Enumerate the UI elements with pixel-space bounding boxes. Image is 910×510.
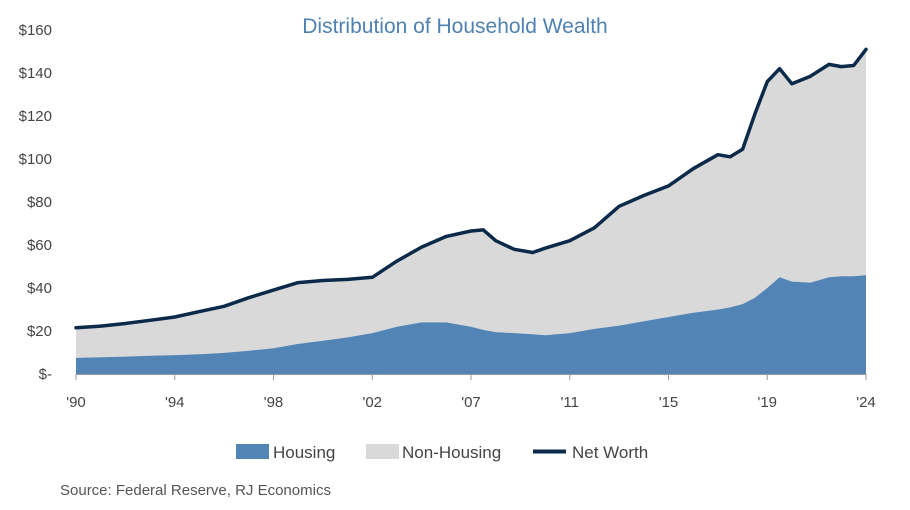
axes: $- $20 $40 $60 $80 $100 $120 $140 $160 '90 '94 '98 '… — [19, 22, 876, 411]
non-housing-area — [76, 49, 866, 358]
y-tick-label: $60 — [27, 237, 52, 254]
y-tick-label: $120 — [19, 108, 52, 125]
legend-swatch-housing — [236, 444, 269, 459]
x-tick-label: '11 — [561, 394, 579, 411]
source-note: Source: Federal Reserve, RJ Economics — [60, 482, 331, 499]
x-tick-label: '19 — [757, 394, 777, 411]
y-tick-label: $- — [39, 366, 52, 383]
housing-area — [76, 275, 866, 374]
x-tick-label: '24 — [856, 394, 876, 411]
legend-swatch-non-housing — [366, 444, 399, 459]
y-tick-label: $40 — [27, 280, 52, 297]
x-tick-label: '94 — [165, 394, 185, 411]
x-tick-label: '02 — [362, 394, 382, 411]
legend-label-net-worth: Net Worth — [572, 443, 648, 462]
plot-area — [74, 47, 868, 374]
x-tick-label: '98 — [264, 394, 284, 411]
x-tick-label: '90 — [66, 394, 86, 411]
y-tick-label: $20 — [27, 323, 52, 340]
y-tick-label: $140 — [19, 65, 52, 82]
legend-label-housing: Housing — [273, 443, 335, 462]
y-tick-label: $80 — [27, 194, 52, 211]
y-tick-label: $100 — [19, 151, 52, 168]
y-tick-label: $160 — [19, 22, 52, 39]
x-tick-label: '15 — [659, 394, 679, 411]
legend-label-non-housing: Non-Housing — [402, 443, 501, 462]
net-worth-line — [74, 47, 868, 330]
x-tick-label: '07 — [461, 394, 481, 411]
legend: Housing Non-Housing Net Worth — [236, 443, 648, 462]
chart-title: Distribution of Household Wealth — [302, 15, 607, 38]
